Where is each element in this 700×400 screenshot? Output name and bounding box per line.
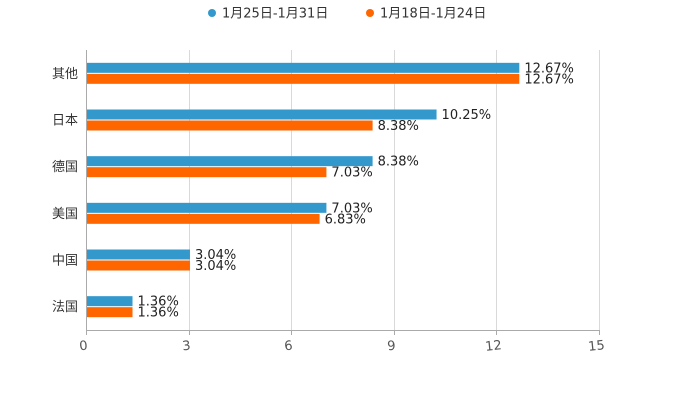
data-label-1: 10.25% [442, 108, 492, 123]
data-label-2: 3.04% [195, 259, 236, 274]
bar-2 [87, 120, 373, 131]
legend-label-1: 1月25日-1月31日 [222, 7, 328, 22]
data-label-2: 1.36% [138, 306, 179, 321]
bar-2 [87, 260, 190, 271]
category-label: 日本 [52, 114, 78, 129]
bar-2 [87, 73, 520, 84]
bar-1 [87, 249, 190, 260]
x-tick-label: 9 [387, 339, 397, 355]
category-label: 美国 [52, 207, 78, 222]
axes: 0 3 6 9 12 15 [79, 50, 606, 355]
x-tick-label: 15 [588, 338, 606, 355]
category-label: 法国 [52, 300, 78, 315]
category-label: 德国 [52, 160, 78, 175]
grid-lines [189, 50, 600, 330]
data-label-2: 8.38% [378, 119, 419, 134]
bar-1 [87, 202, 327, 213]
bar-2 [87, 167, 327, 178]
data-label-1: 12.67% [524, 61, 574, 76]
bar-2 [87, 213, 320, 224]
legend-label-2: 1月18日-1月24日 [380, 7, 486, 22]
data-label-1: 1.36% [138, 295, 179, 310]
data-label-1: 8.38% [378, 155, 419, 170]
x-tick-label: 6 [284, 339, 294, 355]
category-label: 中国 [52, 254, 78, 269]
data-label-2: 7.03% [331, 166, 372, 181]
bar-1 [87, 156, 373, 167]
category-label: 其他 [52, 67, 78, 82]
x-tick-label: 12 [485, 338, 503, 355]
labels: 其他 12.67%12.67% 日本 10.25% 8.38% 德国 8.38% 7.03% 美… [52, 61, 574, 320]
bar-2 [87, 307, 133, 318]
legend-marker-1 [208, 9, 216, 17]
bar-1 [87, 109, 437, 120]
bar-1 [87, 296, 133, 307]
x-tick-label: 3 [182, 339, 192, 355]
legend-marker-2 [366, 9, 374, 17]
data-label-1: 7.03% [331, 201, 372, 216]
bars [87, 62, 520, 318]
data-label-2: 12.67% [524, 72, 574, 87]
data-label-2: 6.83% [325, 212, 366, 227]
x-tick-label: 0 [79, 339, 89, 355]
bar-1 [87, 62, 520, 73]
data-label-1: 3.04% [195, 248, 236, 263]
legend: 1月25日-1月31日 1月18日-1月24日 [208, 7, 486, 22]
